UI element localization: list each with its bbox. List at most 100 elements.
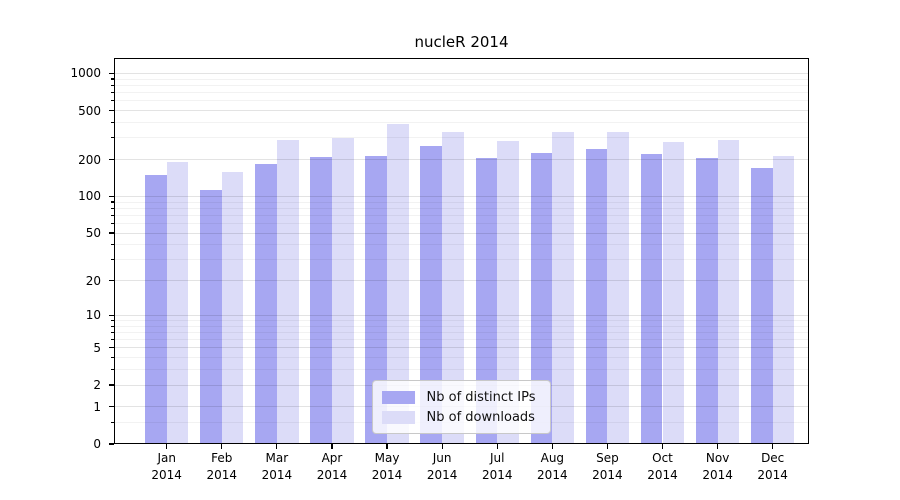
bar-nb-of-downloads-may — [387, 124, 409, 444]
x-axis-tick — [441, 444, 443, 449]
bar-nb-of-downloads-feb — [221, 172, 244, 444]
gridline-minor — [114, 357, 809, 359]
x-axis-tick — [772, 444, 774, 449]
plot-area: Nb of distinct IPs Nb of downloads — [114, 58, 809, 444]
bar-nb-of-distinct-ips-aug — [530, 153, 553, 444]
bar-nb-of-distinct-ips-jan — [145, 174, 167, 444]
gridline-minor — [114, 319, 809, 321]
gridline-minor — [114, 339, 809, 341]
gridline-minor — [114, 331, 809, 333]
bar-nb-of-distinct-ips-may — [365, 156, 388, 444]
y-axis-minor-tick — [111, 207, 114, 209]
y-axis-minor-tick — [111, 78, 114, 80]
gridline-minor — [114, 121, 809, 123]
x-axis-tick — [221, 444, 223, 449]
y-axis-tick — [109, 109, 114, 112]
x-axis-label-mar: Mar 2014 — [261, 451, 293, 482]
y-axis-label: 500 — [78, 103, 101, 118]
gridline-minor — [114, 222, 809, 224]
gridline-minor — [114, 137, 809, 139]
gridline-minor — [114, 325, 809, 327]
y-axis-label: 100 — [78, 189, 101, 204]
gridline-minor — [114, 84, 809, 86]
x-axis-label-apr: Apr 2014 — [316, 451, 348, 482]
gridline-minor — [114, 214, 809, 216]
y-axis-minor-tick — [111, 319, 114, 322]
y-axis-label: 0 — [93, 437, 101, 451]
y-axis-minor-tick — [111, 357, 114, 359]
bar-nb-of-downloads-jul — [497, 140, 519, 444]
bar-nb-of-distinct-ips-apr — [310, 156, 332, 444]
gridline-major — [114, 72, 809, 74]
x-axis-tick — [717, 444, 719, 449]
y-axis-minor-tick — [111, 331, 114, 334]
y-axis-tick — [109, 280, 114, 282]
gridline-major — [114, 159, 809, 161]
y-axis-tick — [109, 406, 114, 408]
legend: Nb of distinct IPs Nb of downloads — [371, 380, 552, 434]
gridline-major — [114, 280, 809, 282]
bar-nb-of-distinct-ips-jul — [475, 158, 498, 444]
x-axis-tick — [331, 444, 333, 449]
gridline-major — [114, 314, 809, 316]
y-axis-minor-tick — [111, 100, 114, 102]
gridline-major — [114, 110, 809, 112]
y-axis-label: 20 — [85, 273, 101, 288]
x-axis-tick — [661, 444, 664, 449]
gridline-minor — [114, 244, 809, 246]
bar-nb-of-distinct-ips-oct — [640, 154, 663, 444]
bar-nb-of-downloads-mar — [276, 139, 299, 444]
gridline-major — [114, 195, 809, 197]
y-axis-minor-tick — [111, 369, 114, 371]
y-axis-minor-tick — [111, 421, 114, 423]
y-axis-minor-tick — [111, 91, 114, 94]
y-axis-tick — [109, 72, 114, 74]
x-axis-label-sep: Sep 2014 — [592, 451, 623, 482]
x-axis-label-nov: Nov 2014 — [702, 451, 733, 482]
gridline-minor — [114, 259, 809, 261]
gridline-minor — [114, 201, 809, 203]
x-axis-label-jun: Jun 2014 — [426, 451, 458, 482]
x-axis-label-jan: Jan 2014 — [151, 451, 182, 482]
y-axis-label: 5 — [93, 340, 101, 355]
gridline-minor — [114, 92, 809, 93]
y-axis: 0 1 2 5 10 20 50 100 200 500 1000 — [0, 58, 114, 451]
legend-label-nb-of-downloads: Nb of downloads — [426, 409, 535, 425]
bar-nb-of-downloads-jun — [442, 131, 464, 444]
bar-nb-of-distinct-ips-nov — [695, 158, 718, 444]
y-axis-label: 1000 — [70, 66, 101, 81]
bar-nb-of-distinct-ips-dec — [750, 168, 773, 444]
legend-swatch-nb-of-downloads — [381, 410, 415, 424]
bar-nb-of-downloads-jan — [166, 162, 189, 444]
gridline-minor — [114, 369, 809, 371]
y-axis-label: 50 — [85, 226, 101, 241]
y-axis-minor-tick — [111, 84, 114, 86]
gridline-minor — [114, 100, 809, 102]
chart-title: nucleR 2014 — [414, 33, 509, 51]
bar-nb-of-distinct-ips-sep — [585, 149, 608, 444]
x-axis-label-may: May 2014 — [371, 451, 403, 482]
x-axis-label-oct: Oct 2014 — [647, 451, 678, 482]
x-axis-label-jul: Jul 2014 — [481, 451, 513, 482]
bar-nb-of-downloads-nov — [717, 140, 740, 444]
y-axis-minor-tick — [111, 259, 114, 261]
y-axis-label: 200 — [78, 152, 101, 167]
bar-nb-of-distinct-ips-mar — [255, 163, 277, 444]
gridline-minor — [114, 207, 809, 209]
y-axis-tick — [109, 384, 114, 386]
y-axis-tick — [109, 195, 114, 198]
bar-nb-of-downloads-oct — [662, 141, 685, 444]
y-axis-minor-tick — [111, 244, 114, 246]
bar-nb-of-downloads-sep — [607, 132, 630, 444]
y-axis-minor-tick — [111, 325, 114, 327]
legend-swatch-nb-of-distinct-ips — [381, 390, 415, 404]
bar-nb-of-downloads-apr — [331, 137, 354, 444]
gridline-major — [114, 232, 809, 234]
legend-item-nb-of-distinct-ips: Nb of distinct IPs — [381, 387, 536, 407]
legend-label-nb-of-distinct-ips: Nb of distinct IPs — [426, 389, 536, 405]
y-axis-tick — [109, 158, 114, 161]
y-axis-label: 1 — [93, 399, 101, 414]
x-axis-tick — [166, 444, 168, 449]
y-axis-minor-tick — [111, 339, 114, 341]
